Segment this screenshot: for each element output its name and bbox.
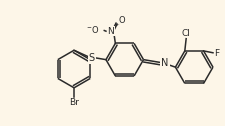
Text: N: N bbox=[107, 27, 114, 36]
Text: F: F bbox=[213, 49, 218, 58]
Text: S: S bbox=[88, 53, 94, 63]
Text: Cl: Cl bbox=[181, 29, 190, 38]
Text: N: N bbox=[160, 58, 168, 68]
Text: O: O bbox=[117, 16, 124, 25]
Text: $^{+}$: $^{+}$ bbox=[114, 24, 119, 28]
Text: Br: Br bbox=[69, 98, 79, 107]
Text: $^{-}$O: $^{-}$O bbox=[86, 24, 99, 35]
